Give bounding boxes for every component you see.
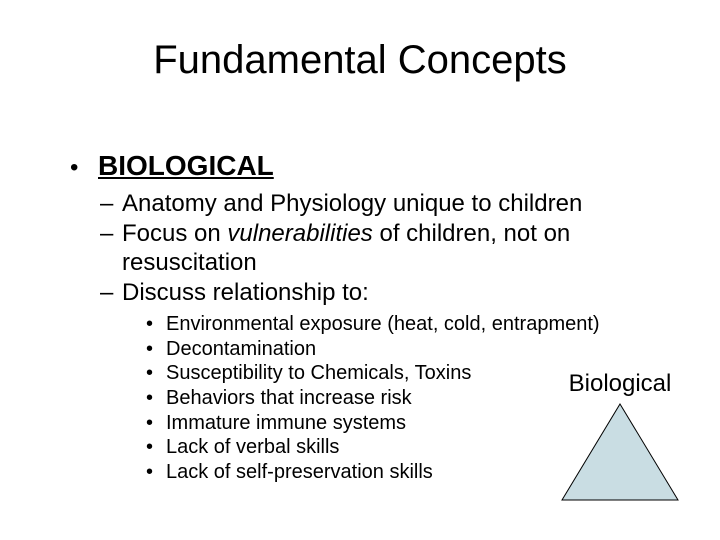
dash-icon: – [100,220,122,248]
bullet-level3: •Decontamination [166,338,650,362]
subsub-item-text: Behaviors that increase risk [166,387,412,409]
bullet-level2: –Focus on vulnerabilities of children, n… [122,220,650,277]
subsub-item-text: Susceptibility to Chemicals, Toxins [166,362,471,384]
bullet-level1: • BIOLOGICAL [70,150,650,190]
slide: Fundamental Concepts • BIOLOGICAL –Anato… [0,0,720,540]
triangle-icon [540,402,700,502]
sub-item-text: Anatomy and Physiology unique to childre… [122,190,582,217]
dash-icon: – [100,279,122,307]
bullet-dot-icon: • [146,387,166,411]
triangle-label: Biological [540,370,700,398]
bullet-level2: –Discuss relationship to: [122,279,650,307]
bullet-dot-icon: • [146,461,166,485]
dash-icon: – [100,190,122,218]
triangle-group: Biological [540,370,700,502]
text-emphasis: vulnerabilities [227,220,372,247]
subsub-item-text: Decontamination [166,338,316,360]
subsub-item-text: Environmental exposure (heat, cold, entr… [166,313,600,335]
slide-title: Fundamental Concepts [0,38,720,83]
sub-item-text: Focus on vulnerabilities of children, no… [122,220,570,275]
bullet-level3: •Environmental exposure (heat, cold, ent… [166,313,650,337]
section-heading: BIOLOGICAL [98,150,274,182]
bullet-dot-icon: • [146,313,166,337]
text-pre: Focus on [122,220,227,247]
bullet-dot-icon: • [70,154,98,182]
bullet-dot-icon: • [146,362,166,386]
subsub-item-text: Lack of self-preservation skills [166,461,433,483]
bullet-dot-icon: • [146,436,166,460]
bullet-dot-icon: • [146,338,166,362]
subsub-item-text: Immature immune systems [166,412,406,434]
bullet-dot-icon: • [146,412,166,436]
sub-item-text: Discuss relationship to: [122,279,369,306]
subsub-item-text: Lack of verbal skills [166,436,339,458]
bullet-level2: –Anatomy and Physiology unique to childr… [122,190,650,218]
